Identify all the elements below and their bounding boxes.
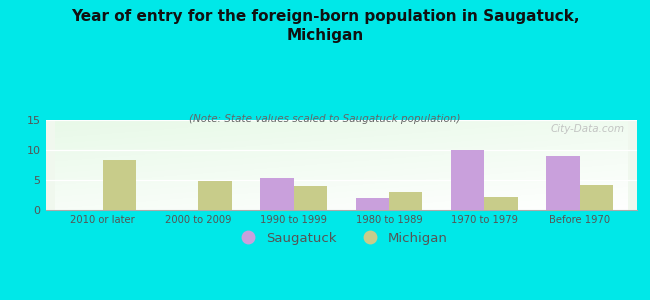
Text: Year of entry for the foreign-born population in Saugatuck,
Michigan: Year of entry for the foreign-born popul… <box>71 9 579 43</box>
Bar <box>260 178 294 210</box>
Bar <box>294 186 327 210</box>
Bar <box>198 181 231 210</box>
Bar <box>484 197 518 210</box>
Bar <box>580 185 613 210</box>
Bar <box>451 150 484 210</box>
Bar <box>547 156 580 210</box>
Bar <box>356 198 389 210</box>
Text: (Note: State values scaled to Saugatuck population): (Note: State values scaled to Saugatuck … <box>189 114 461 124</box>
Bar <box>389 192 422 210</box>
Legend: Saugatuck, Michigan: Saugatuck, Michigan <box>229 226 453 250</box>
Text: City-Data.com: City-Data.com <box>551 124 625 134</box>
Bar <box>103 160 136 210</box>
